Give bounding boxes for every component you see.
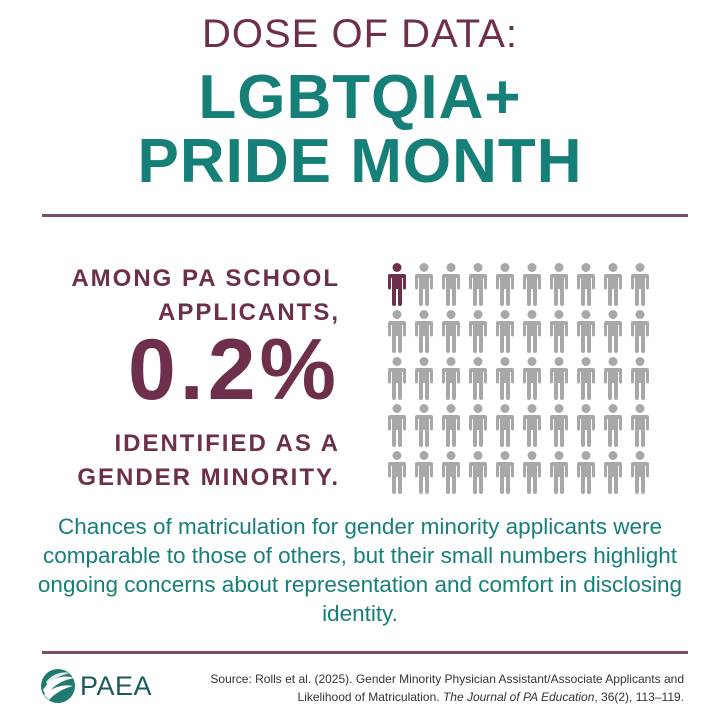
person-icon: [442, 404, 460, 447]
person-icon: [631, 451, 649, 494]
person-icon: [388, 451, 406, 494]
person-icon: [415, 451, 433, 494]
paea-logo: PAEA: [40, 666, 152, 706]
person-icon: [550, 357, 568, 400]
person-icon: [631, 357, 649, 400]
stat-intro: AMONG PA SCHOOL APPLICANTS,: [40, 262, 340, 330]
person-icon: [469, 310, 487, 353]
person-icon: [388, 357, 406, 400]
person-icon: [415, 310, 433, 353]
person-icon: [523, 357, 541, 400]
person-icon: [550, 404, 568, 447]
person-icon: [496, 310, 514, 353]
person-icon: [523, 451, 541, 494]
person-icon: [523, 263, 541, 306]
person-icon: [604, 310, 622, 353]
person-icon: [415, 357, 433, 400]
person-icon: [469, 404, 487, 447]
person-icon: [469, 357, 487, 400]
paea-leaf-icon: [41, 669, 75, 703]
person-icon: [550, 263, 568, 306]
kicker-heading: DOSE OF DATA:: [202, 12, 518, 56]
person-icon: [442, 357, 460, 400]
person-icon: [469, 451, 487, 494]
person-icon: [388, 310, 406, 353]
person-icon: [631, 263, 649, 306]
person-icon: [442, 263, 460, 306]
people-pictogram: [388, 263, 649, 494]
stat-value: 0.2%: [127, 322, 340, 418]
person-icon: [604, 451, 622, 494]
person-icon: [604, 357, 622, 400]
person-icon: [577, 404, 595, 447]
source-citation: Source: Rolls et al. (2025). Gender Mino…: [194, 670, 684, 706]
person-icon: [496, 357, 514, 400]
highlighted-person-icon: [388, 263, 406, 306]
stat-outro-line-2: GENDER MINORITY.: [77, 464, 340, 491]
source-journal: The Journal of PA Education: [442, 690, 595, 704]
person-icon: [631, 404, 649, 447]
person-icon: [577, 310, 595, 353]
person-icon: [442, 310, 460, 353]
person-icon: [442, 451, 460, 494]
page-title: LGBTQIA+ PRIDE MONTH: [0, 66, 720, 194]
person-icon: [496, 451, 514, 494]
stat-intro-line-2: APPLICANTS,: [157, 299, 340, 326]
person-icon: [496, 263, 514, 306]
person-icon: [388, 404, 406, 447]
person-icon: [469, 263, 487, 306]
person-icon: [604, 404, 622, 447]
person-icon: [496, 404, 514, 447]
person-icon: [577, 263, 595, 306]
source-prefix: Source: Rolls et al. (2025). Gender Mino…: [210, 672, 684, 704]
person-icon: [604, 263, 622, 306]
summary-text: Chances of matriculation for gender mino…: [37, 514, 683, 626]
person-icon: [523, 404, 541, 447]
title-line-1: LGBTQIA+: [198, 63, 522, 132]
person-icon: [415, 263, 433, 306]
person-icon: [631, 310, 649, 353]
stat-outro-line-1: IDENTIFIED AS A: [114, 430, 340, 457]
stat-outro: IDENTIFIED AS A GENDER MINORITY.: [40, 427, 340, 495]
title-line-2: PRIDE MONTH: [137, 127, 583, 196]
paea-logo-text: PAEA: [80, 671, 153, 701]
person-icon: [523, 310, 541, 353]
person-icon: [577, 357, 595, 400]
stat-intro-line-1: AMONG PA SCHOOL: [71, 265, 340, 292]
bottom-divider: [42, 651, 688, 654]
person-icon: [550, 310, 568, 353]
person-icon: [577, 451, 595, 494]
person-icon: [550, 451, 568, 494]
source-suffix: , 36(2), 113–119.: [594, 690, 684, 704]
top-divider: [42, 214, 688, 217]
person-icon: [415, 404, 433, 447]
